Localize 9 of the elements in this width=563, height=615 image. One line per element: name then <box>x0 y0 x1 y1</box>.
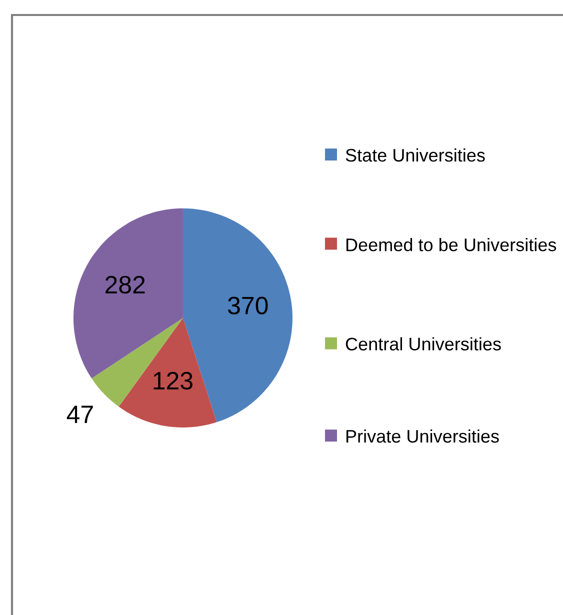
legend-label: Deemed to be Universities <box>346 238 556 252</box>
legend-label: Private Universities <box>346 429 499 443</box>
data-label: 123 <box>154 372 192 390</box>
legend-label: State Universities <box>346 148 485 162</box>
data-label: 47 <box>66 406 93 423</box>
pie-slice <box>118 318 217 428</box>
data-label: 370 <box>228 296 268 314</box>
data-label: 282 <box>105 276 145 294</box>
legend-label: Central Universities <box>346 337 501 350</box>
